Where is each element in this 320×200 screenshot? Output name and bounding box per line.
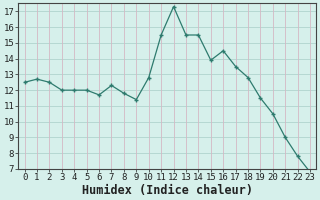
X-axis label: Humidex (Indice chaleur): Humidex (Indice chaleur) bbox=[82, 184, 253, 197]
